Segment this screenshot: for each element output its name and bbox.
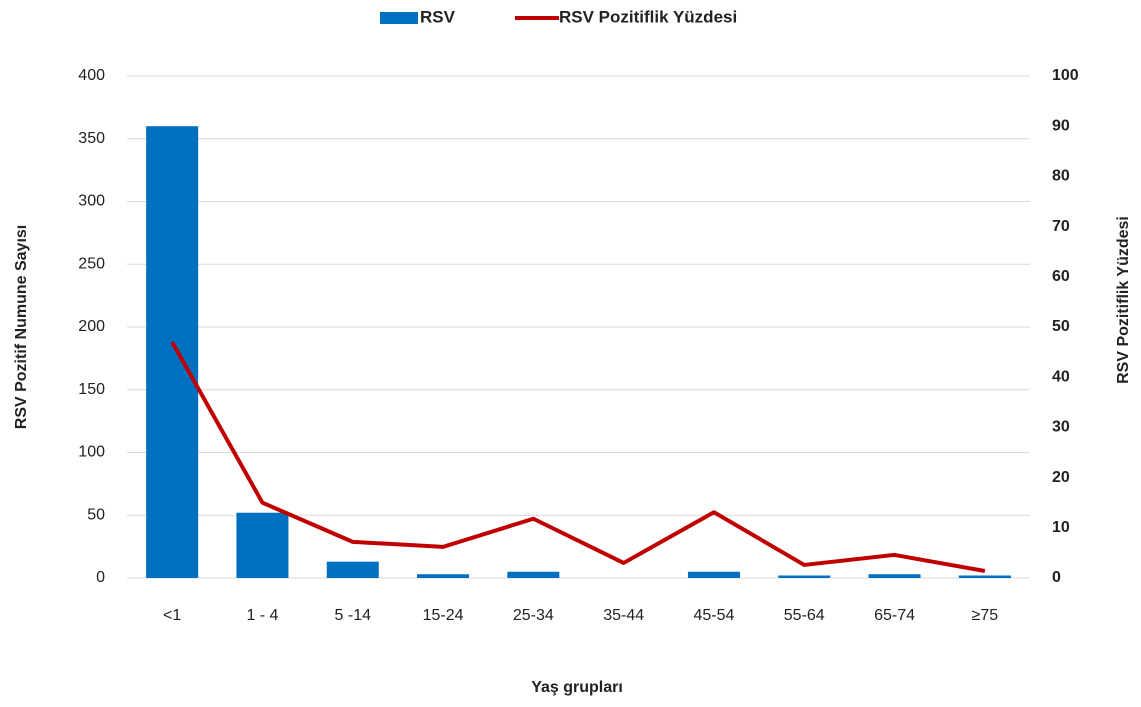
y2-tick-label: 0 <box>1052 569 1061 586</box>
x-tick-label: 1 - 4 <box>246 607 278 624</box>
x-tick-label: 25-34 <box>513 607 554 624</box>
x-tick-label: ≥75 <box>972 607 999 624</box>
x-axis-title: Yaş grupları <box>531 679 623 696</box>
y2-tick-label: 40 <box>1052 368 1070 385</box>
y-tick-label: 250 <box>78 255 105 272</box>
y-tick-label: 200 <box>78 318 105 335</box>
bar <box>236 512 289 578</box>
legend-label: RSV Pozitiflik Yüzdesi <box>559 7 737 26</box>
y-tick-label: 0 <box>96 569 105 586</box>
x-tick-label: 55-64 <box>784 607 825 624</box>
bar <box>687 571 740 578</box>
y2-tick-label: 80 <box>1052 168 1070 185</box>
y2-tick-label: 10 <box>1052 519 1070 536</box>
y2-tick-label: 60 <box>1052 268 1070 285</box>
y2-tick-label: 100 <box>1052 67 1079 84</box>
bar <box>958 575 1011 578</box>
y-tick-label: 350 <box>78 130 105 147</box>
x-tick-label: 45-54 <box>693 607 734 624</box>
line <box>170 341 986 573</box>
x-tick-label: 15-24 <box>423 607 464 624</box>
legend-swatch <box>380 12 418 24</box>
bar <box>417 574 470 578</box>
bar <box>326 561 379 578</box>
y2-tick-label: 30 <box>1052 419 1070 436</box>
y-tick-label: 300 <box>78 193 105 210</box>
y-tick-label: 150 <box>78 381 105 398</box>
legend-label: RSV <box>420 7 456 26</box>
y-tick-label: 100 <box>78 444 105 461</box>
y-tick-label: 400 <box>78 67 105 84</box>
bar <box>778 575 831 578</box>
x-tick-label: <1 <box>163 607 181 624</box>
y2-tick-label: 70 <box>1052 218 1070 235</box>
x-tick-label: 65-74 <box>874 607 915 624</box>
bar <box>868 574 921 578</box>
y-tick-label: 50 <box>87 506 105 523</box>
y2-tick-label: 50 <box>1052 318 1070 335</box>
bar <box>507 571 560 578</box>
y2-tick-label: 90 <box>1052 117 1070 134</box>
x-tick-label: 35-44 <box>603 607 644 624</box>
bar <box>146 126 199 578</box>
x-tick-label: 5 -14 <box>335 607 372 624</box>
y2-tick-label: 20 <box>1052 469 1070 486</box>
y-axis-title: RSV Pozitif Numune Sayısı <box>13 225 30 429</box>
y2-axis-title: RSV Pozitiflik Yüzdesi <box>1115 216 1132 384</box>
